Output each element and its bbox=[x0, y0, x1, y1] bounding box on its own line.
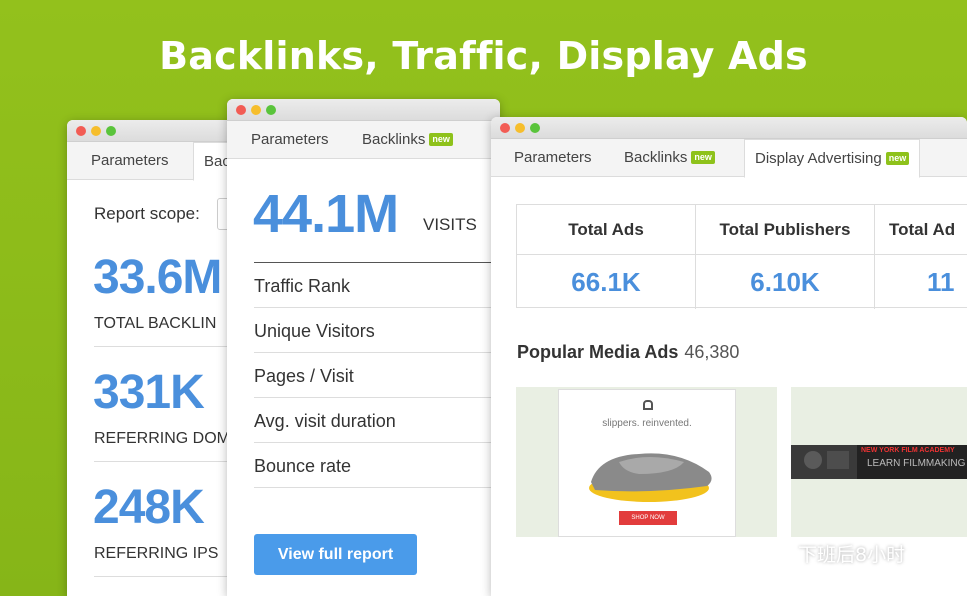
stat-label: Total Ads bbox=[517, 205, 695, 255]
minimize-button[interactable] bbox=[91, 126, 101, 136]
visits-value: 44.1M bbox=[253, 184, 399, 244]
media-ad-film-academy[interactable]: NEW YORK FILM ACADEMY LEARN FILMMAKING bbox=[791, 387, 967, 537]
ad-line2: LEARN FILMMAKING bbox=[867, 458, 966, 469]
tab-display-advertising-label: Display Advertising bbox=[755, 150, 882, 167]
ads-stats-table: Total Ads 66.1K Total Publishers 6.10K T… bbox=[516, 204, 967, 309]
referring-ips-value: 248K bbox=[93, 481, 205, 534]
close-button[interactable] bbox=[236, 105, 246, 115]
tab-bar: Parameters Backlinks new bbox=[227, 121, 500, 159]
headline: Backlinks, Traffic, Display Ads bbox=[159, 34, 808, 78]
divider bbox=[254, 397, 500, 398]
watermark-text: 下班后8小时 bbox=[798, 544, 906, 566]
title-bar bbox=[227, 99, 500, 121]
popular-media-ads-title: Popular Media Ads bbox=[517, 342, 679, 362]
stat-total-publishers: Total Publishers 6.10K bbox=[696, 205, 875, 309]
metric-unique-visitors: Unique Visitors bbox=[254, 321, 375, 341]
ad-line1: NEW YORK FILM ACADEMY bbox=[861, 447, 955, 454]
visits-label: VISITS bbox=[423, 215, 477, 234]
metric-pages-visit: Pages / Visit bbox=[254, 366, 354, 386]
stat-total-ads: Total Ads 66.1K bbox=[517, 205, 696, 309]
tab-parameters[interactable]: Parameters bbox=[251, 131, 329, 148]
close-button[interactable] bbox=[500, 123, 510, 133]
minimize-button[interactable] bbox=[251, 105, 261, 115]
stat-total-advertisers: Total Ad 11 bbox=[875, 205, 967, 309]
tab-backlinks-label: Backlinks bbox=[362, 131, 426, 148]
title-bar bbox=[491, 117, 967, 139]
divider bbox=[254, 307, 500, 308]
traffic-window: Parameters Backlinks new 44.1M VISITS Tra… bbox=[227, 99, 500, 596]
stat-value[interactable]: 11 bbox=[927, 267, 955, 297]
divider bbox=[94, 461, 267, 462]
slipper-image-icon bbox=[589, 453, 712, 502]
referring-domains-label: REFERRING DOM bbox=[94, 430, 230, 447]
minimize-button[interactable] bbox=[515, 123, 525, 133]
metric-avg-visit-duration: Avg. visit duration bbox=[254, 411, 396, 431]
metric-traffic-rank: Traffic Rank bbox=[254, 276, 351, 296]
title-bar bbox=[67, 120, 267, 142]
maximize-button[interactable] bbox=[530, 123, 540, 133]
divider bbox=[254, 352, 500, 353]
media-ad-slippers[interactable]: slippers. reinvented. SHOP NOW bbox=[516, 387, 777, 537]
maximize-button[interactable] bbox=[266, 105, 276, 115]
divider bbox=[254, 487, 500, 488]
referring-domains-value: 331K bbox=[93, 366, 205, 419]
total-backlinks-value: 33.6M bbox=[93, 251, 222, 304]
referring-ips-label: REFERRING IPS bbox=[94, 545, 219, 562]
stat-value[interactable]: 6.10K bbox=[750, 267, 820, 297]
tab-display-advertising[interactable]: Display Advertising new bbox=[744, 139, 921, 178]
divider bbox=[94, 576, 267, 577]
tab-backlinks[interactable]: Backlinks new bbox=[352, 121, 463, 159]
tab-bar: Parameters Backlinks new Display Advertis… bbox=[491, 139, 967, 178]
maximize-button[interactable] bbox=[106, 126, 116, 136]
brand-logo-icon bbox=[643, 400, 653, 410]
view-full-report-button[interactable]: View full report bbox=[254, 534, 417, 575]
new-badge: new bbox=[691, 151, 715, 164]
display-ads-window: Parameters Backlinks new Display Advertis… bbox=[491, 117, 967, 596]
ad-banner: NEW YORK FILM ACADEMY LEARN FILMMAKING bbox=[791, 445, 967, 479]
stat-value[interactable]: 66.1K bbox=[571, 267, 641, 297]
popular-media-ads-count: 46,380 bbox=[684, 342, 740, 362]
divider bbox=[94, 346, 267, 347]
new-badge: new bbox=[429, 133, 453, 146]
stat-label: Total Publishers bbox=[696, 205, 874, 255]
ad-tagline: slippers. reinvented. bbox=[602, 418, 692, 429]
divider bbox=[254, 262, 500, 263]
metric-bounce-rate: Bounce rate bbox=[254, 456, 352, 476]
new-badge: new bbox=[885, 152, 910, 165]
tab-backlinks[interactable]: Backlinks new bbox=[614, 139, 725, 177]
close-button[interactable] bbox=[76, 126, 86, 136]
total-backlinks-label: TOTAL BACKLIN bbox=[94, 315, 217, 332]
watermark: 下班后8小时 bbox=[770, 540, 905, 567]
shop-now-button[interactable]: SHOP NOW bbox=[619, 511, 677, 525]
film-image-icon bbox=[791, 445, 857, 479]
tab-parameters[interactable]: Parameters bbox=[91, 152, 169, 169]
popular-media-ads-heading: Popular Media Ads 46,380 bbox=[517, 342, 739, 363]
report-scope-label: Report scope: bbox=[94, 204, 200, 223]
stat-label: Total Ad bbox=[875, 205, 967, 255]
divider bbox=[254, 442, 500, 443]
wechat-icon bbox=[770, 546, 792, 564]
tab-parameters[interactable]: Parameters bbox=[514, 149, 592, 166]
ad-creative: slippers. reinvented. SHOP NOW bbox=[558, 389, 736, 537]
tab-backlinks-label: Backlinks bbox=[624, 149, 688, 166]
